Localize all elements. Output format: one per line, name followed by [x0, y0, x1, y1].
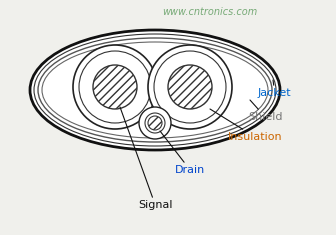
- Text: Signal: Signal: [120, 107, 172, 210]
- Circle shape: [73, 45, 157, 129]
- Text: Shield: Shield: [248, 100, 283, 122]
- Circle shape: [148, 45, 232, 129]
- Circle shape: [79, 51, 151, 123]
- Circle shape: [154, 51, 226, 123]
- Circle shape: [139, 107, 171, 139]
- Circle shape: [93, 65, 137, 109]
- Ellipse shape: [30, 30, 280, 150]
- Text: www.cntronics.com: www.cntronics.com: [162, 7, 258, 17]
- Text: Insulation: Insulation: [210, 109, 283, 142]
- Text: Jacket: Jacket: [258, 80, 292, 98]
- Circle shape: [148, 116, 162, 130]
- Text: Drain: Drain: [160, 131, 205, 175]
- Circle shape: [145, 113, 165, 133]
- Circle shape: [168, 65, 212, 109]
